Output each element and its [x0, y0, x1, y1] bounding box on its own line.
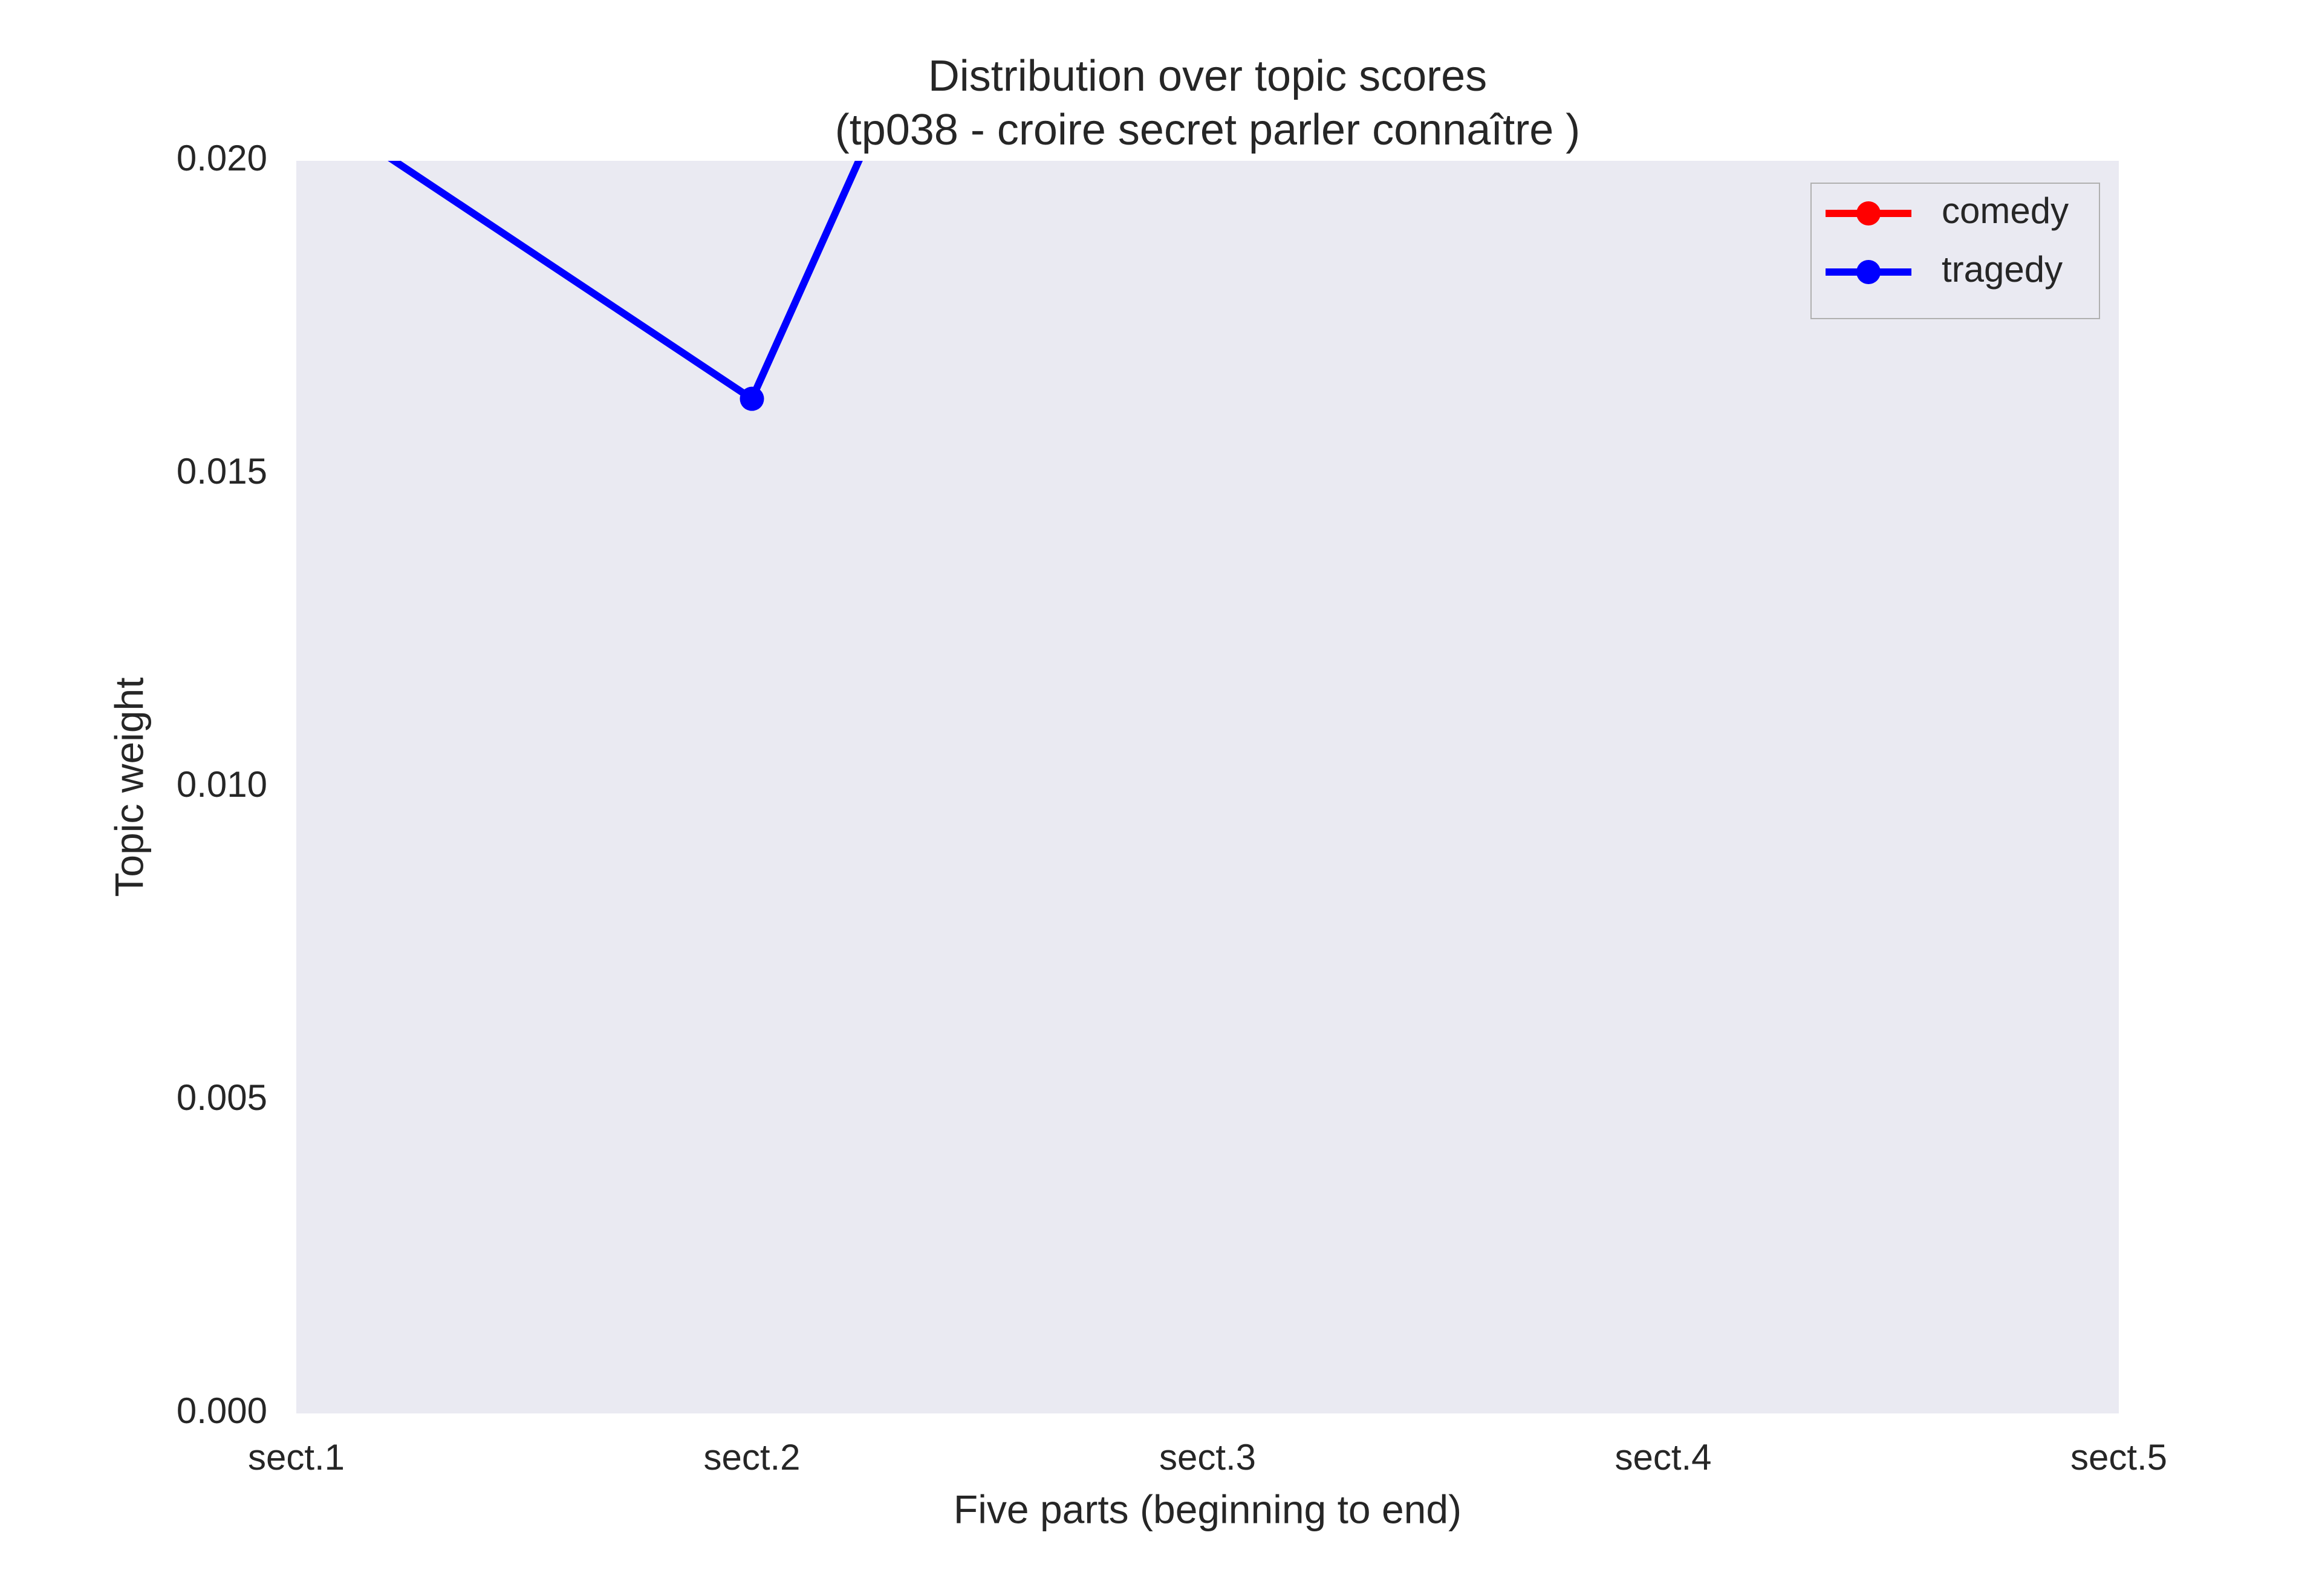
plot-area	[296, 161, 2119, 1413]
chart-title: (tp038 - croire secret parler connaître …	[835, 106, 1581, 154]
y-axis-label: Topic weight	[106, 677, 151, 897]
data-point	[740, 386, 764, 411]
x-tick-label: sect.5	[2070, 1437, 2167, 1478]
series-layer	[284, 83, 863, 411]
legend-frame	[1810, 183, 2100, 319]
x-tick-label: sect.4	[1615, 1437, 1711, 1478]
chart-title: Distribution over topic scores	[928, 52, 1487, 100]
y-tick-label: 0.010	[177, 764, 267, 805]
legend-marker	[1856, 201, 1881, 225]
x-axis-label: Five parts (beginning to end)	[954, 1487, 1462, 1531]
legend-label: comedy	[1942, 190, 2069, 231]
y-tick-label: 0.020	[177, 138, 267, 178]
legend-marker	[1856, 260, 1881, 284]
x-tick-label: sect.3	[1159, 1437, 1256, 1478]
data-point	[284, 83, 308, 108]
y-tick-label: 0.005	[177, 1077, 267, 1118]
legend-label: tragedy	[1942, 249, 2063, 290]
x-tick-label: sect.1	[248, 1437, 345, 1478]
x-tick-label: sect.2	[703, 1437, 800, 1478]
legend: comedy tragedy	[1810, 183, 2100, 319]
y-tick-label: 0.015	[177, 451, 267, 491]
y-tick-label: 0.000	[177, 1390, 267, 1431]
